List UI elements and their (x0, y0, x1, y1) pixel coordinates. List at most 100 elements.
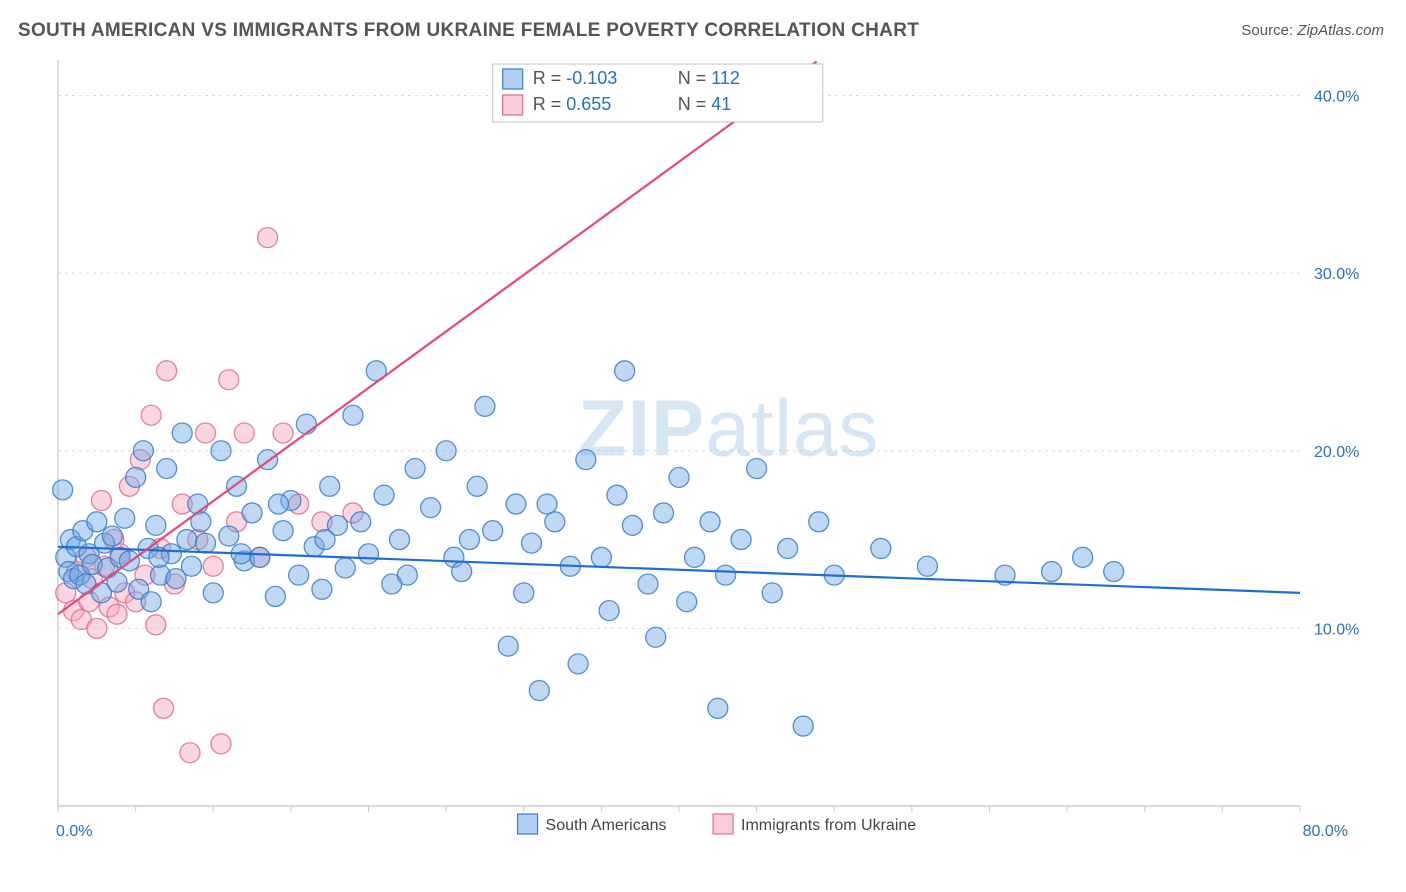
scatter-point (195, 423, 215, 443)
scatter-point (219, 370, 239, 390)
scatter-point (498, 636, 518, 656)
scatter-point (677, 592, 697, 612)
scatter-point (747, 459, 767, 479)
scatter-point (146, 515, 166, 535)
scatter-point (141, 592, 161, 612)
scatter-point (483, 521, 503, 541)
legend-swatch (518, 814, 538, 834)
scatter-point (133, 441, 153, 461)
scatter-point (351, 512, 371, 532)
scatter-point (154, 698, 174, 718)
scatter-point (195, 533, 215, 553)
source-prefix: Source: (1241, 22, 1297, 39)
scatter-point (762, 583, 782, 603)
chart-title: SOUTH AMERICAN VS IMMIGRANTS FROM UKRAIN… (18, 20, 919, 42)
legend-swatch (503, 69, 523, 89)
scatter-point (157, 459, 177, 479)
scatter-point (591, 547, 611, 567)
scatter-point (359, 544, 379, 564)
scatter-point (716, 565, 736, 585)
scatter-point (421, 498, 441, 518)
scatter-point (871, 538, 891, 558)
scatter-point (115, 508, 135, 528)
scatter-point (102, 526, 122, 546)
y-tick-label: 10.0% (1314, 621, 1359, 638)
scatter-point (459, 530, 479, 550)
scatter-point (576, 450, 596, 470)
legend-swatch (503, 95, 523, 115)
y-tick-label: 30.0% (1314, 266, 1359, 283)
x-tick-label: 0.0% (56, 823, 92, 840)
scatter-point (467, 476, 487, 496)
scatter-point (522, 533, 542, 553)
scatter-point (1104, 562, 1124, 582)
y-tick-label: 40.0% (1314, 89, 1359, 106)
scatter-point (622, 515, 642, 535)
svg-text:ZIPatlas: ZIPatlas (578, 383, 879, 472)
scatter-point (537, 494, 557, 514)
scatter-point (1073, 547, 1093, 567)
scatter-point (615, 361, 635, 381)
scatter-point (514, 583, 534, 603)
source-value: ZipAtlas.com (1297, 22, 1384, 39)
scatter-point (568, 654, 588, 674)
legend-label: South Americans (546, 817, 667, 834)
legend-swatch (713, 814, 733, 834)
scatter-point (475, 396, 495, 416)
scatter-point (211, 441, 231, 461)
scatter-point (182, 556, 202, 576)
scatter-point (335, 558, 355, 578)
scatter-chart: ZIPatlas10.0%20.0%30.0%40.0%0.0%80.0%R =… (50, 54, 1380, 854)
x-tick-label: 80.0% (1303, 823, 1348, 840)
y-tick-label: 20.0% (1314, 444, 1359, 461)
scatter-point (374, 485, 394, 505)
legend-label: Immigrants from Ukraine (741, 817, 916, 834)
scatter-point (296, 414, 316, 434)
scatter-point (343, 405, 363, 425)
scatter-point (141, 405, 161, 425)
scatter-point (653, 503, 673, 523)
scatter-point (638, 574, 658, 594)
scatter-point (646, 627, 666, 647)
scatter-point (211, 734, 231, 754)
scatter-point (436, 441, 456, 461)
scatter-point (312, 579, 332, 599)
scatter-point (700, 512, 720, 532)
scatter-point (397, 565, 417, 585)
source-label: Source: ZipAtlas.com (1241, 22, 1384, 39)
scatter-point (607, 485, 627, 505)
scatter-point (126, 467, 146, 487)
scatter-point (107, 604, 127, 624)
scatter-point (529, 681, 549, 701)
scatter-point (268, 494, 288, 514)
scatter-point (53, 480, 73, 500)
scatter-point (242, 503, 262, 523)
scatter-point (917, 556, 937, 576)
scatter-point (685, 547, 705, 567)
scatter-point (273, 521, 293, 541)
scatter-point (793, 716, 813, 736)
scatter-point (180, 743, 200, 763)
scatter-point (258, 228, 278, 248)
scatter-point (203, 583, 223, 603)
scatter-point (289, 565, 309, 585)
scatter-point (809, 512, 829, 532)
scatter-point (203, 556, 223, 576)
scatter-point (405, 459, 425, 479)
scatter-point (234, 423, 254, 443)
scatter-point (87, 512, 107, 532)
scatter-point (599, 601, 619, 621)
scatter-point (1042, 562, 1062, 582)
scatter-point (545, 512, 565, 532)
scatter-point (315, 530, 335, 550)
scatter-point (778, 538, 798, 558)
scatter-point (320, 476, 340, 496)
scatter-point (669, 467, 689, 487)
plot-area: ZIPatlas10.0%20.0%30.0%40.0%0.0%80.0%R =… (50, 54, 1380, 824)
scatter-point (265, 586, 285, 606)
scatter-point (146, 615, 166, 635)
scatter-point (390, 530, 410, 550)
scatter-point (250, 547, 270, 567)
scatter-point (87, 618, 107, 638)
scatter-point (172, 423, 192, 443)
